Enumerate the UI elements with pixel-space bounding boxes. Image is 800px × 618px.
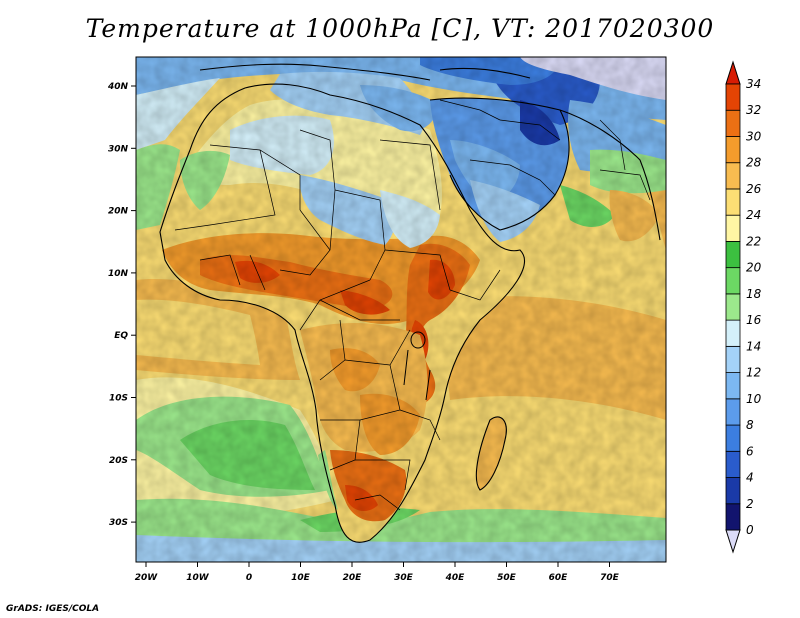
colorbar-label: 24 [746,208,761,222]
colorbar-swatch [725,109,741,137]
colorbar-label: 2 [746,497,754,511]
lon-tick-label: 30E [394,573,414,583]
colorbar-swatch [725,214,741,242]
map-title: Temperature at 1000hPa [C], VT: 20170203… [85,14,715,43]
colorbar-swatch [725,267,741,295]
lon-tick-label: 10E [291,573,311,583]
colorbar-label: 8 [746,418,754,432]
colorbar-swatch [725,136,741,164]
colorbar-under-triangle [725,529,741,554]
colorbar-label: 20 [746,261,762,275]
lat-tick-label: 20S [109,456,128,466]
lon-tick-label: 20E [343,573,363,583]
colorbar-swatch [725,188,741,216]
grads-credit: GrADS: IGES/COLA [6,604,100,614]
colorbar-label: 12 [746,366,761,380]
lat-tick-label: 40N [107,82,129,92]
lon-tick-label: 20W [135,573,159,583]
colorbar-swatch [725,424,741,452]
lon-tick-label: 50E [497,573,517,583]
colorbar-label: 28 [746,156,762,170]
colorbar-label: 14 [746,339,761,353]
lat-tick-label: EQ [114,331,128,341]
temperature-field [136,57,666,562]
colorbar-swatch [725,162,741,190]
colorbar-swatch [725,503,741,531]
colorbar-swatch [725,319,741,347]
colorbar-over-triangle [725,60,741,85]
colorbar-label: 34 [746,77,761,91]
plot-frame [135,56,667,563]
latitude-axis: 40N 30N 20N 10N EQ 10S 20S 30S [107,82,136,528]
lat-tick-label: 10S [109,394,128,404]
colorbar-swatch [725,398,741,426]
colorbar-label: 6 [746,444,754,458]
lat-tick-label: 30S [109,518,128,528]
coastlines [159,63,661,543]
lon-tick-label: 10W [186,573,210,583]
colorbar-label: 32 [746,103,761,117]
country-borders [174,99,651,511]
lakes [403,331,431,401]
colorbar-label: 0 [746,523,754,537]
lat-tick-label: 20N [108,207,129,217]
colorbar-swatch [725,83,741,111]
lat-tick-label: 10N [108,269,129,279]
colorbar-label: 10 [746,392,762,406]
colorbar-swatch [725,372,741,400]
lon-tick-label: 40E [445,573,466,583]
colorbar-swatch [725,241,741,269]
colorbar-swatch [725,293,741,321]
colorbar-label: 22 [746,234,761,248]
colorbar-swatch [725,477,741,505]
longitude-axis: 20W 10W 0 10E 20E 30E 40E 50E 60E 70E [135,562,620,583]
lon-tick-label: 60E [549,573,569,583]
colorbar-label: 30 [746,129,762,143]
colorbar-label: 4 [746,471,754,485]
lon-tick-label: 70E [600,573,620,583]
colorbar-label: 16 [746,313,762,327]
colorbar-label: 18 [746,287,762,301]
colorbar-swatch [725,450,741,478]
lat-tick-label: 30N [108,144,129,154]
lon-tick-label: 0 [246,573,252,583]
colorbar-swatch [725,345,741,373]
colorbar-label: 26 [746,182,762,196]
